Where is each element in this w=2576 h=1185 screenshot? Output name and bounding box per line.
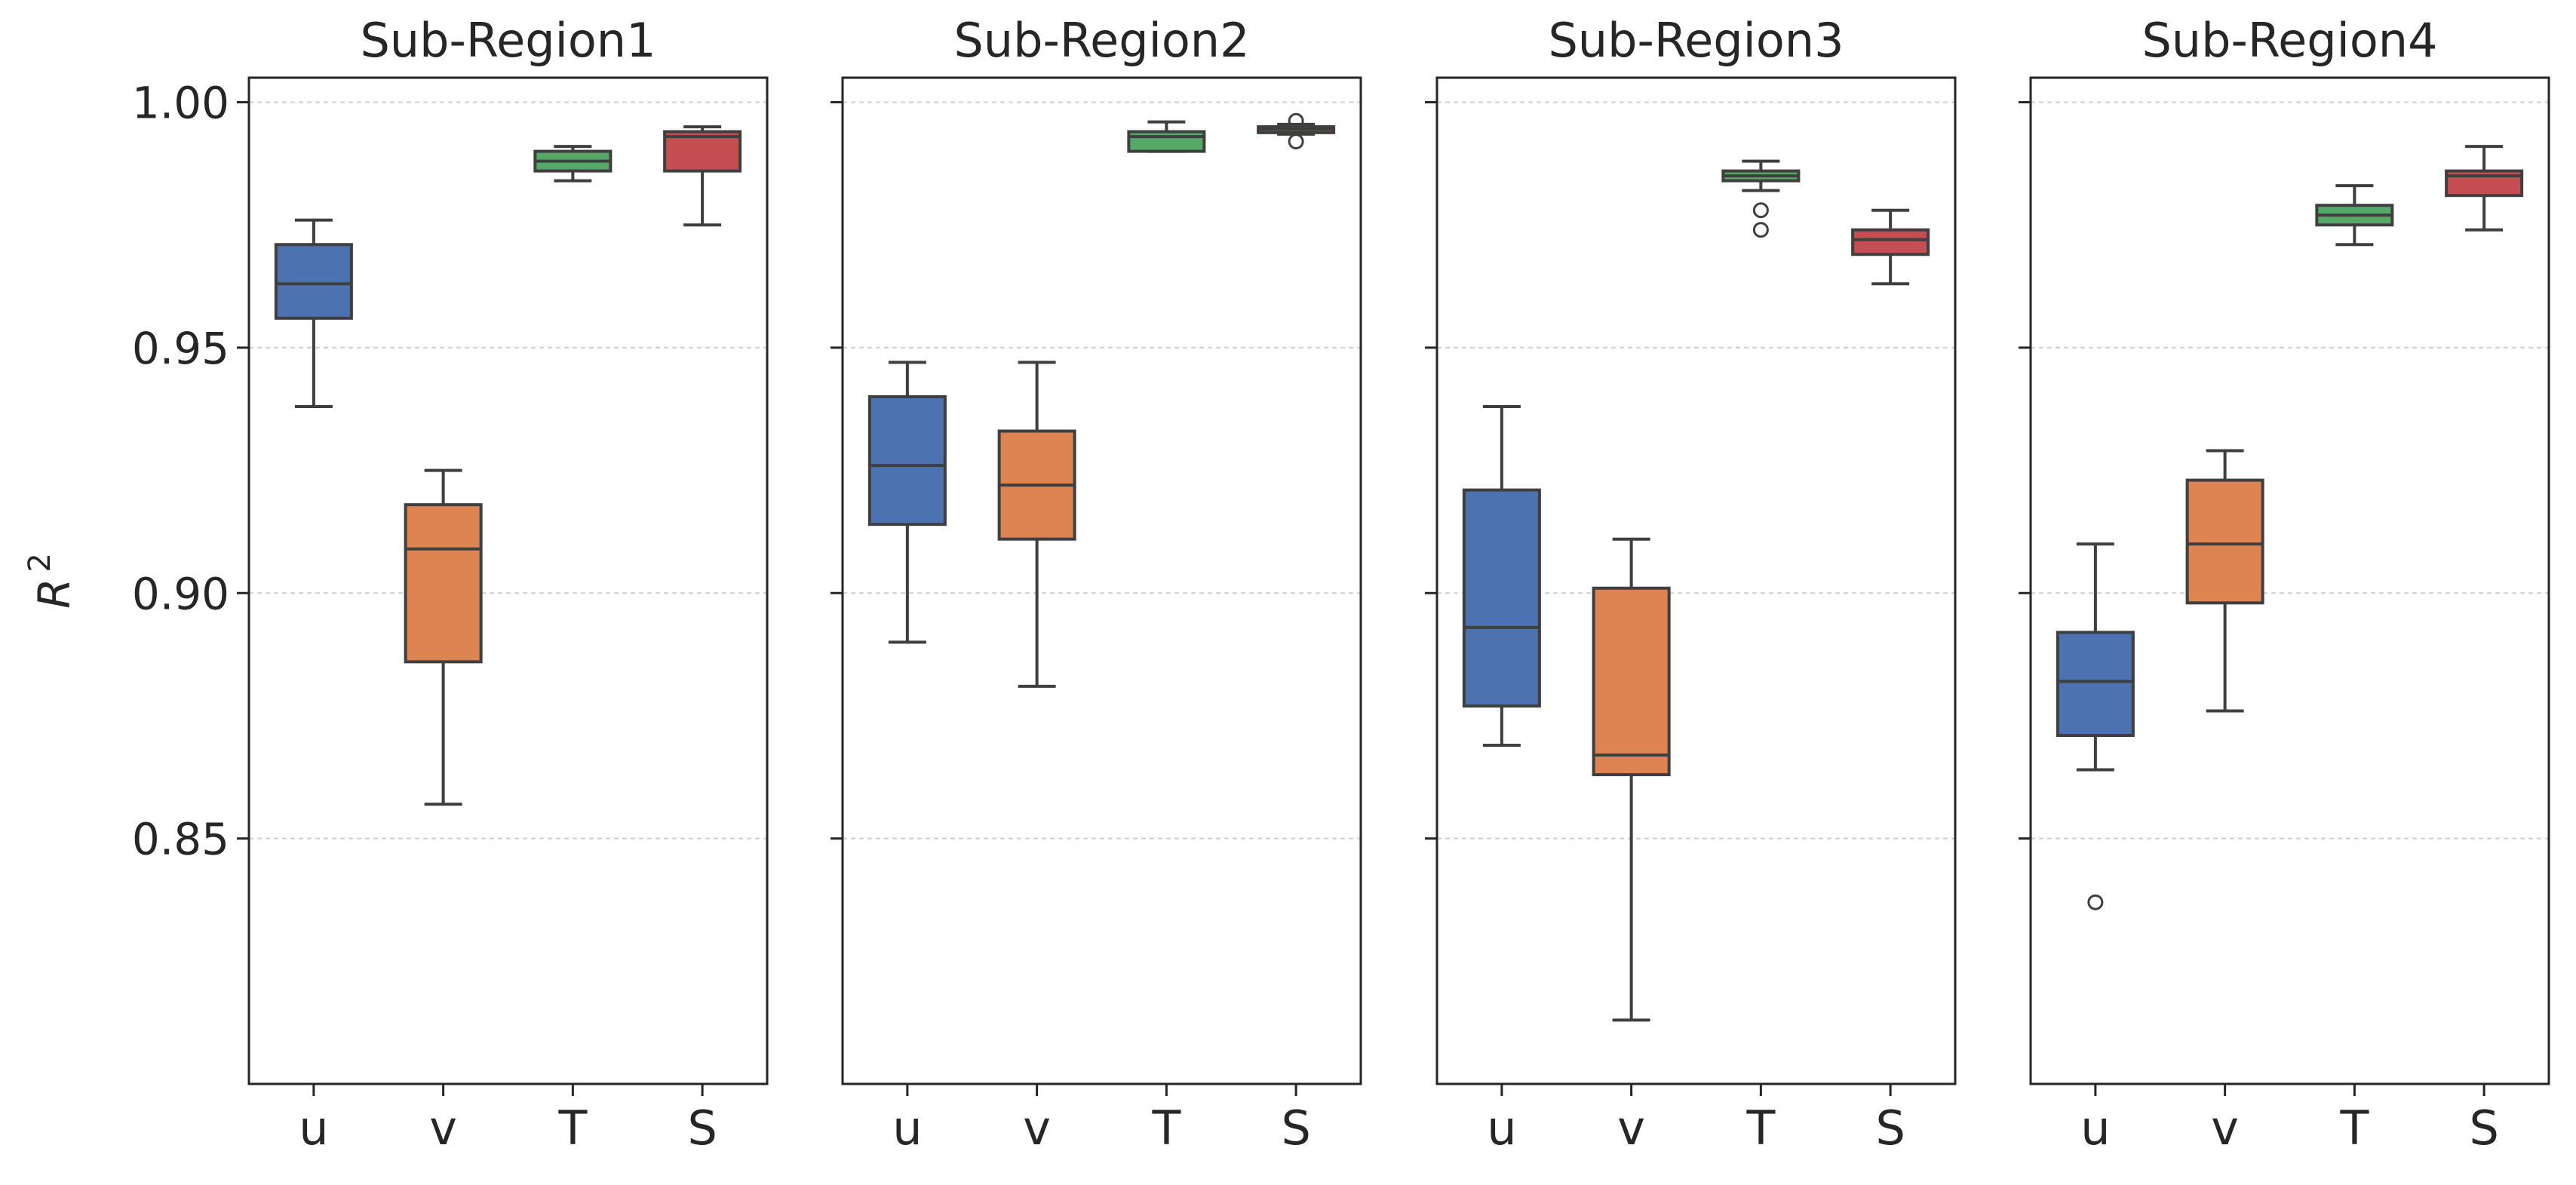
box-S: S	[663, 125, 742, 1156]
iqr-box	[663, 130, 742, 173]
panel-title: Sub-Region2	[953, 13, 1249, 68]
panel-frame	[1435, 76, 1957, 1085]
box-v: v	[997, 361, 1076, 1156]
box-T: T	[2315, 184, 2394, 1156]
box-v: v	[1592, 537, 1671, 1156]
outlier-point	[1288, 112, 1304, 129]
box-u: u	[2056, 542, 2135, 1156]
panel-1: Sub-Region1 0.85 0.90 0.95 1.00 u v T S	[132, 13, 769, 1156]
outlier-point	[1752, 202, 1769, 219]
x-tick-label: u	[892, 1101, 922, 1156]
box-u: u	[274, 218, 353, 1156]
iqr-box	[1851, 228, 1930, 256]
iqr-box	[2056, 631, 2135, 737]
iqr-box	[1592, 586, 1671, 777]
x-tick-label: v	[2211, 1101, 2239, 1156]
panel-title: Sub-Region3	[1548, 13, 1844, 68]
x-tick-label: u	[299, 1101, 328, 1156]
panel-title: Sub-Region1	[360, 13, 656, 68]
panel-title: Sub-Region4	[2142, 13, 2437, 68]
x-tick-label: S	[1875, 1101, 1905, 1156]
x-tick-label: S	[1281, 1101, 1310, 1156]
y-tick-label: 1.00	[132, 78, 229, 129]
iqr-box	[404, 503, 483, 664]
x-tick-label: S	[687, 1101, 717, 1156]
x-tick-label: T	[1745, 1101, 1776, 1156]
y-axis-label-superscript: 2	[23, 553, 57, 572]
iqr-box	[1127, 130, 1206, 153]
x-tick-label: T	[1151, 1101, 1181, 1156]
x-tick-label: S	[2469, 1101, 2498, 1156]
panel-2: Sub-Region2 u v T S	[831, 13, 1362, 1156]
y-tick-label: 0.85	[132, 814, 229, 865]
iqr-box	[867, 394, 947, 526]
x-tick-label: v	[429, 1101, 457, 1156]
box-u: u	[867, 361, 947, 1156]
box-T: T	[1127, 120, 1206, 1156]
outlier-point	[1752, 222, 1769, 238]
box-v: v	[2185, 449, 2264, 1156]
x-tick-label: T	[2339, 1101, 2369, 1156]
box-S: S	[1851, 208, 1930, 1156]
panel-3: Sub-Region3 u v T S	[1425, 13, 1957, 1156]
y-tick-label: 0.95	[132, 323, 229, 374]
y-axis-label: R2	[23, 553, 80, 609]
box-u: u	[1462, 404, 1541, 1156]
outlier-point	[1288, 134, 1304, 150]
iqr-box	[274, 243, 353, 320]
x-tick-label: v	[1023, 1101, 1051, 1156]
panel-frame	[247, 76, 769, 1085]
box-S: S	[2445, 145, 2524, 1156]
panel-frame	[841, 76, 1362, 1085]
x-tick-label: T	[557, 1101, 588, 1156]
box-v: v	[404, 468, 483, 1156]
x-tick-label: v	[1617, 1101, 1645, 1156]
x-tick-label: u	[2080, 1101, 2110, 1156]
box-T: T	[1721, 159, 1801, 1156]
y-axis-label-text: R	[29, 579, 80, 609]
iqr-box	[2185, 478, 2264, 605]
panel-frame	[2029, 76, 2550, 1085]
outlier-point	[2087, 894, 2104, 910]
panel-4: Sub-Region4 u v T S	[2019, 13, 2550, 1156]
x-tick-label: u	[1487, 1101, 1516, 1156]
box-T: T	[533, 145, 613, 1156]
iqr-box	[1462, 488, 1541, 708]
box-S: S	[1257, 112, 1336, 1156]
y-tick-label: 0.90	[132, 568, 229, 619]
